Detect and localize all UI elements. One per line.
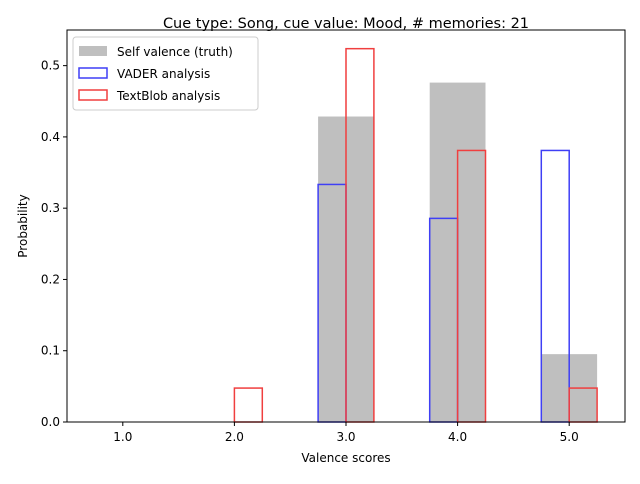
legend-swatch-truth [79, 46, 107, 56]
bar-textblob-2.0 [233, 387, 264, 423]
chart-title: Cue type: Song, cue value: Mood, # memor… [163, 16, 529, 32]
legend-swatch-textblob [78, 89, 108, 101]
y-axis: 0.0 0.1 0.2 0.3 0.4 0.5 [41, 59, 67, 429]
y-axis-label: Probability [16, 194, 30, 257]
legend-label-textblob: TextBlob analysis [116, 89, 220, 103]
legend: Self valence (truth) VADER analysis Text… [72, 36, 259, 111]
x-tick-label: 1.0 [113, 430, 132, 444]
y-tick-label: 0.3 [41, 201, 60, 215]
legend-frame [72, 36, 259, 111]
outline-bars [233, 47, 598, 423]
x-tick-label: 2.0 [225, 430, 244, 444]
legend-label-truth: Self valence (truth) [117, 45, 233, 59]
x-axis: 1.0 2.0 3.0 4.0 5.0 [113, 422, 579, 444]
y-tick-label: 0.4 [41, 130, 60, 144]
y-tick-label: 0.0 [41, 415, 60, 429]
y-tick-label: 0.1 [41, 344, 60, 358]
legend-swatch-vader [78, 67, 108, 79]
x-tick-label: 4.0 [448, 430, 467, 444]
x-tick-label: 5.0 [560, 430, 579, 444]
y-tick-label: 0.2 [41, 272, 60, 286]
x-tick-label: 3.0 [336, 430, 355, 444]
x-axis-label: Valence scores [301, 451, 390, 465]
legend-label-vader: VADER analysis [117, 67, 210, 81]
y-tick-label: 0.5 [41, 59, 60, 73]
